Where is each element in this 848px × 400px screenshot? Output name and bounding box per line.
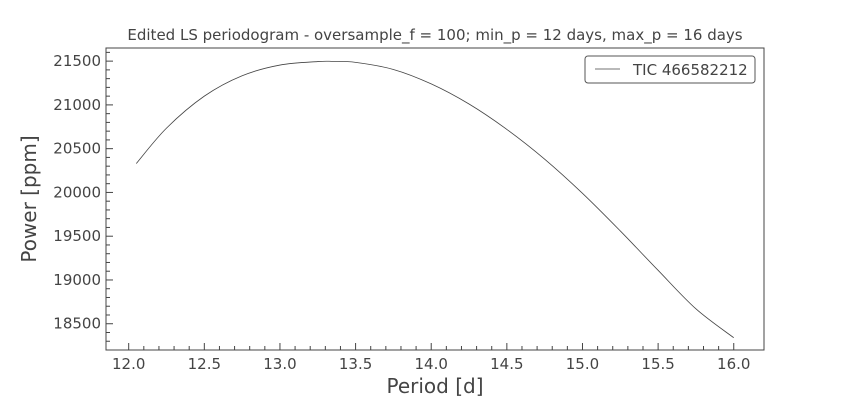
y-axis-label: Power [ppm] <box>17 135 41 262</box>
y-tick-label: 19500 <box>53 227 101 245</box>
x-tick-label: 13.0 <box>263 355 296 373</box>
legend: TIC 466582212 <box>584 55 756 84</box>
series-group <box>135 60 734 339</box>
x-tick-label: 16.0 <box>717 355 750 373</box>
x-tick-label: 12.0 <box>112 355 145 373</box>
x-tick-label: 14.5 <box>490 355 523 373</box>
y-tick-label: 18500 <box>53 315 101 333</box>
y-tick-label: 20500 <box>53 140 101 158</box>
y-tick-label: 21000 <box>53 96 101 114</box>
legend-box <box>584 55 756 84</box>
x-tick-label: 15.0 <box>566 355 599 373</box>
x-tick-label: 15.5 <box>641 355 674 373</box>
series-line-tic-466582212 <box>135 60 734 339</box>
x-axis-ticks: 12.0 12.5 13.0 13.5 14.0 14.5 15.0 15.5 16.0 <box>112 343 750 373</box>
y-tick-label: 20000 <box>53 183 101 201</box>
x-tick-label: 13.5 <box>339 355 372 373</box>
chart-title: Edited LS periodogram - oversample_f = 1… <box>127 26 742 45</box>
y-tick-label: 19000 <box>53 271 101 289</box>
x-axis-label: Period [d] <box>386 374 483 398</box>
y-axis-ticks: 18500 19000 19500 20000 20500 21000 21500 <box>53 51 113 342</box>
y-tick-label: 21500 <box>53 52 101 70</box>
legend-entry-tic-466582212: TIC 466582212 <box>632 61 748 79</box>
x-tick-label: 14.0 <box>415 355 448 373</box>
x-tick-label: 12.5 <box>188 355 221 373</box>
plot-area <box>105 47 765 351</box>
